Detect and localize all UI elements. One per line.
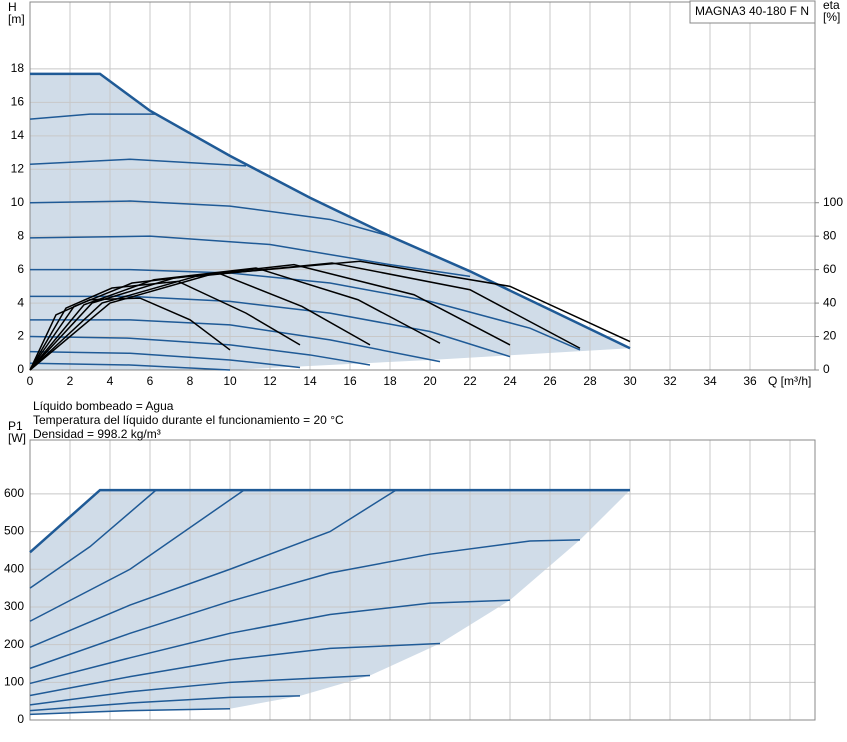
x-tick-label: 16 xyxy=(343,374,357,388)
curve xyxy=(29,489,245,622)
x-tick-label: 26 xyxy=(543,374,557,388)
y-tick-label: 10 xyxy=(11,195,25,209)
curve xyxy=(29,235,471,278)
curve xyxy=(29,350,301,369)
x-tick-label: 12 xyxy=(263,374,277,388)
y2-tick-label: 60 xyxy=(823,262,837,276)
x-tick-label: 0 xyxy=(27,374,34,388)
y-tick-label: 0 xyxy=(17,712,24,726)
y-tick-label: 200 xyxy=(4,637,24,651)
x-tick-label: 4 xyxy=(107,374,114,388)
x-tick-label: 2 xyxy=(67,374,74,388)
x-tick-label: 32 xyxy=(663,374,677,388)
curve xyxy=(29,335,371,366)
curve xyxy=(29,488,630,554)
curve xyxy=(29,489,397,648)
y-tick-label: 6 xyxy=(17,262,24,276)
chart-title: MAGNA3 40-180 F N xyxy=(695,4,809,18)
operating-area xyxy=(30,490,630,715)
y2-axis-label: eta xyxy=(823,0,840,12)
note: Temperatura del líquido durante el funci… xyxy=(33,413,344,427)
note: Densidad = 998.2 kg/m³ xyxy=(33,427,161,441)
y-tick-label: 4 xyxy=(17,295,24,309)
x-tick-label: 6 xyxy=(147,374,154,388)
y2-tick-label: 80 xyxy=(823,228,837,242)
y-tick-label: 18 xyxy=(11,61,25,75)
y-tick-label: 0 xyxy=(17,362,24,376)
x-tick-label: 8 xyxy=(187,374,194,388)
y-axis-label: H xyxy=(8,0,17,14)
y-tick-label: 8 xyxy=(17,228,24,242)
curve xyxy=(29,674,371,706)
x-axis-label: Q [m³/h] xyxy=(768,374,811,388)
y2-axis-label: [%] xyxy=(823,10,840,24)
y-tick-label: 14 xyxy=(11,128,25,142)
plot-frame xyxy=(29,439,816,721)
y-tick-label: 400 xyxy=(4,561,24,575)
y-tick-label: 600 xyxy=(4,486,24,500)
curve xyxy=(30,268,581,351)
x-tick-label: 36 xyxy=(743,374,757,388)
curve xyxy=(29,362,231,371)
y2-tick-label: 100 xyxy=(823,195,843,209)
curve xyxy=(29,539,581,670)
x-tick-label: 24 xyxy=(503,374,517,388)
operating-area xyxy=(30,73,630,370)
y-axis-label: [m] xyxy=(8,12,25,26)
curve xyxy=(29,113,156,120)
x-tick-label: 28 xyxy=(583,374,597,388)
x-tick-label: 14 xyxy=(303,374,317,388)
x-tick-label: 34 xyxy=(703,374,717,388)
x-tick-label: 18 xyxy=(383,374,397,388)
y-tick-label: 100 xyxy=(4,674,24,688)
y-tick-label: 300 xyxy=(4,599,24,613)
efficiency-curve xyxy=(29,297,231,371)
curve xyxy=(29,642,441,697)
curve xyxy=(29,707,231,716)
efficiency-curve xyxy=(29,262,581,371)
x-tick-label: 10 xyxy=(223,374,237,388)
curve xyxy=(29,695,301,712)
efficiency-curve xyxy=(29,263,511,371)
plot-frame xyxy=(29,1,816,371)
curve xyxy=(30,72,631,350)
y2-tick-label: 40 xyxy=(823,295,837,309)
y-tick-label: 2 xyxy=(17,329,24,343)
note: Líquido bombeado = Agua xyxy=(33,399,174,413)
y-tick-label: 12 xyxy=(11,161,25,175)
y-axis-label: [W] xyxy=(8,431,26,445)
y-tick-label: 16 xyxy=(11,95,25,109)
efficiency-curve xyxy=(29,280,301,371)
curve xyxy=(29,489,157,589)
curve xyxy=(29,599,511,685)
y2-tick-label: 0 xyxy=(823,362,830,376)
x-tick-label: 20 xyxy=(423,374,437,388)
efficiency-curve xyxy=(29,272,371,371)
y-tick-label: 500 xyxy=(4,524,24,538)
curve xyxy=(29,200,391,237)
y2-tick-label: 20 xyxy=(823,329,837,343)
curve xyxy=(30,319,441,363)
title-box xyxy=(689,0,816,24)
x-tick-label: 30 xyxy=(623,374,637,388)
x-tick-label: 22 xyxy=(463,374,477,388)
y-axis-label: P1 xyxy=(8,419,23,433)
curve xyxy=(29,158,247,167)
